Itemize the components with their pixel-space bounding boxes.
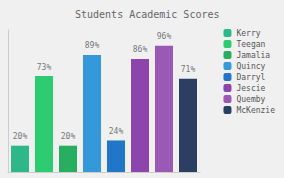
svg-text:Quincy: Quincy bbox=[236, 62, 265, 71]
svg-text:73%: 73% bbox=[37, 63, 52, 72]
svg-text:20%: 20% bbox=[13, 132, 28, 141]
svg-text:Darryl: Darryl bbox=[236, 73, 265, 82]
svg-text:20%: 20% bbox=[61, 132, 76, 141]
svg-text:89%: 89% bbox=[85, 41, 100, 50]
svg-text:Kerry: Kerry bbox=[236, 29, 260, 38]
svg-text:96%: 96% bbox=[157, 32, 172, 41]
svg-text:Quemby: Quemby bbox=[236, 95, 265, 104]
svg-text:24%: 24% bbox=[109, 127, 124, 136]
svg-text:McKenzie: McKenzie bbox=[236, 106, 275, 115]
svg-text:71%: 71% bbox=[181, 65, 196, 74]
svg-text:Students Academic Scores: Students Academic Scores bbox=[75, 9, 220, 20]
svg-text:86%: 86% bbox=[133, 45, 148, 54]
svg-text:Teegan: Teegan bbox=[236, 40, 265, 49]
svg-text:Jamalia: Jamalia bbox=[236, 51, 270, 60]
svg-text:Jescie: Jescie bbox=[236, 84, 265, 93]
